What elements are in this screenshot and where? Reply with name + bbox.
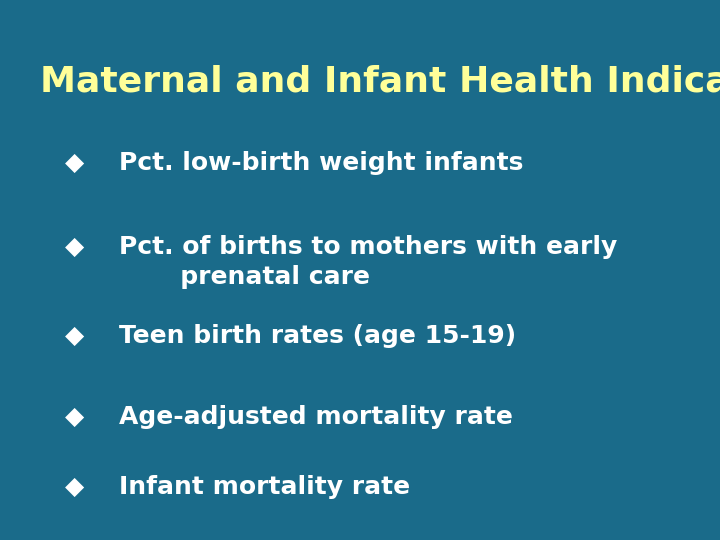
Text: ◆: ◆ bbox=[65, 324, 84, 348]
Text: Age-adjusted mortality rate: Age-adjusted mortality rate bbox=[119, 405, 513, 429]
Text: Teen birth rates (age 15-19): Teen birth rates (age 15-19) bbox=[119, 324, 516, 348]
Text: Pct. low-birth weight infants: Pct. low-birth weight infants bbox=[119, 151, 523, 175]
Text: Pct. of births to mothers with early
       prenatal care: Pct. of births to mothers with early pre… bbox=[119, 235, 617, 288]
Text: Maternal and Infant Health Indicators: Maternal and Infant Health Indicators bbox=[40, 65, 720, 99]
Text: ◆: ◆ bbox=[65, 475, 84, 499]
Text: ◆: ◆ bbox=[65, 235, 84, 259]
Text: ◆: ◆ bbox=[65, 405, 84, 429]
Text: Infant mortality rate: Infant mortality rate bbox=[119, 475, 410, 499]
Text: ◆: ◆ bbox=[65, 151, 84, 175]
